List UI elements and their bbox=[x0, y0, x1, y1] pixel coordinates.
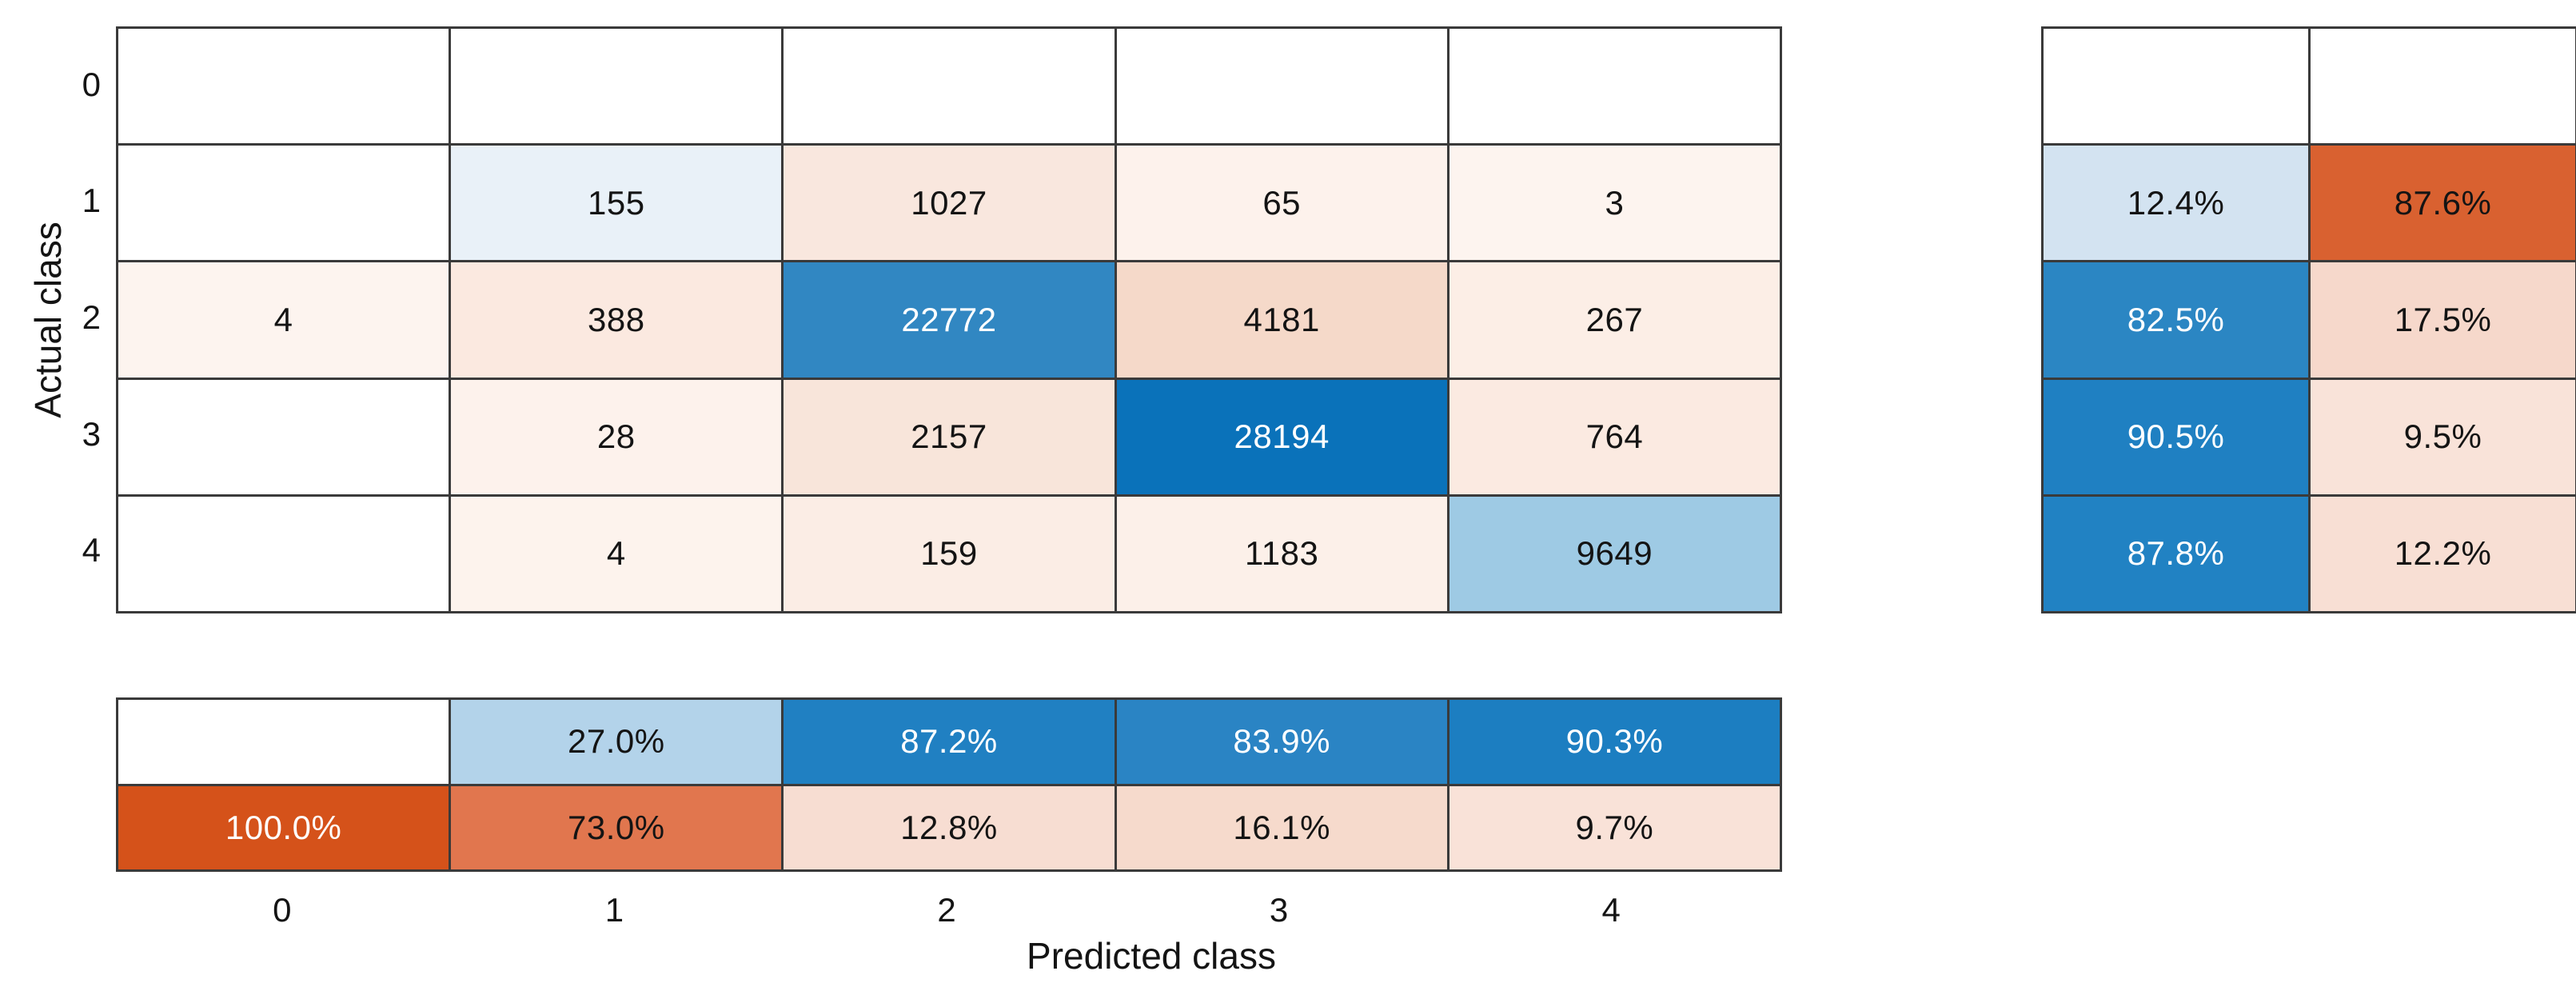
matrix-cell bbox=[451, 29, 782, 144]
row-summary-cell: 12.4% bbox=[2044, 146, 2308, 261]
row-summary-cell: 82.5% bbox=[2044, 262, 2308, 378]
row-summary-cell: 9.5% bbox=[2311, 379, 2575, 494]
confusion-matrix-grid: 155 1027 65 3 4 388 22772 4181 267 28 2157 28194 764… bbox=[116, 26, 1782, 613]
row-summary-cell: 87.6% bbox=[2311, 146, 2575, 261]
matrix-cell: 159 bbox=[784, 496, 1115, 611]
y-axis-tick-labels: 0 1 2 3 4 bbox=[0, 26, 102, 609]
matrix-cell bbox=[118, 146, 449, 261]
matrix-cell: 388 bbox=[451, 262, 782, 378]
matrix-cell: 1183 bbox=[1116, 496, 1447, 611]
matrix-cell: 4181 bbox=[1116, 262, 1447, 378]
matrix-cell bbox=[1449, 29, 1780, 144]
column-summary-cell: 83.9% bbox=[1116, 700, 1447, 784]
row-summary-cell: 87.8% bbox=[2044, 496, 2308, 611]
matrix-cell: 764 bbox=[1449, 379, 1780, 494]
row-summary-cell bbox=[2044, 29, 2308, 144]
matrix-cell: 4 bbox=[118, 262, 449, 378]
matrix-cell: 1027 bbox=[784, 146, 1115, 261]
row-summary-cell bbox=[2311, 29, 2575, 144]
y-tick-label: 2 bbox=[82, 298, 101, 336]
column-summary-cell: 87.2% bbox=[784, 700, 1115, 784]
row-summary-cell: 12.2% bbox=[2311, 496, 2575, 611]
column-summary-cell: 73.0% bbox=[451, 785, 782, 869]
x-tick-label: 4 bbox=[1601, 891, 1621, 929]
row-summary-cell: 90.5% bbox=[2044, 379, 2308, 494]
y-tick-label: 4 bbox=[82, 531, 101, 569]
matrix-cell bbox=[118, 379, 449, 494]
matrix-cell bbox=[784, 29, 1115, 144]
matrix-cell bbox=[1116, 29, 1447, 144]
matrix-cell: 9649 bbox=[1449, 496, 1780, 611]
matrix-cell: 28 bbox=[451, 379, 782, 494]
matrix-cell bbox=[118, 29, 449, 144]
matrix-cell: 267 bbox=[1449, 262, 1780, 378]
x-axis-tick-labels: 0 1 2 3 4 bbox=[116, 880, 1777, 941]
y-tick-label: 1 bbox=[82, 182, 101, 220]
column-summary-cell: 100.0% bbox=[118, 785, 449, 869]
column-summary-cell: 27.0% bbox=[451, 700, 782, 784]
row-summary-cell: 17.5% bbox=[2311, 262, 2575, 378]
matrix-cell: 3 bbox=[1449, 146, 1780, 261]
row-summary-grid: 12.4% 87.6% 82.5% 17.5% 90.5% 9.5% 87.8% 12.2% bbox=[2041, 26, 2576, 613]
x-tick-label: 2 bbox=[937, 891, 956, 929]
column-summary-cell: 12.8% bbox=[784, 785, 1115, 869]
matrix-cell: 65 bbox=[1116, 146, 1447, 261]
matrix-cell: 155 bbox=[451, 146, 782, 261]
x-axis-label: Predicted class bbox=[1027, 935, 1276, 977]
x-tick-label: 0 bbox=[273, 891, 292, 929]
column-summary-cell: 90.3% bbox=[1449, 700, 1780, 784]
y-tick-label: 0 bbox=[82, 65, 101, 103]
x-tick-label: 1 bbox=[604, 891, 624, 929]
matrix-cell bbox=[118, 496, 449, 611]
column-summary-grid: 27.0% 87.2% 83.9% 90.3% 100.0% 73.0% 12.8% 16.1… bbox=[116, 697, 1782, 872]
column-summary-cell bbox=[118, 700, 449, 784]
y-tick-label: 3 bbox=[82, 414, 101, 453]
matrix-cell: 28194 bbox=[1116, 379, 1447, 494]
matrix-cell: 2157 bbox=[784, 379, 1115, 494]
matrix-cell: 22772 bbox=[784, 262, 1115, 378]
column-summary-cell: 9.7% bbox=[1449, 785, 1780, 869]
column-summary-cell: 16.1% bbox=[1116, 785, 1447, 869]
matrix-cell: 4 bbox=[451, 496, 782, 611]
x-tick-label: 3 bbox=[1269, 891, 1289, 929]
